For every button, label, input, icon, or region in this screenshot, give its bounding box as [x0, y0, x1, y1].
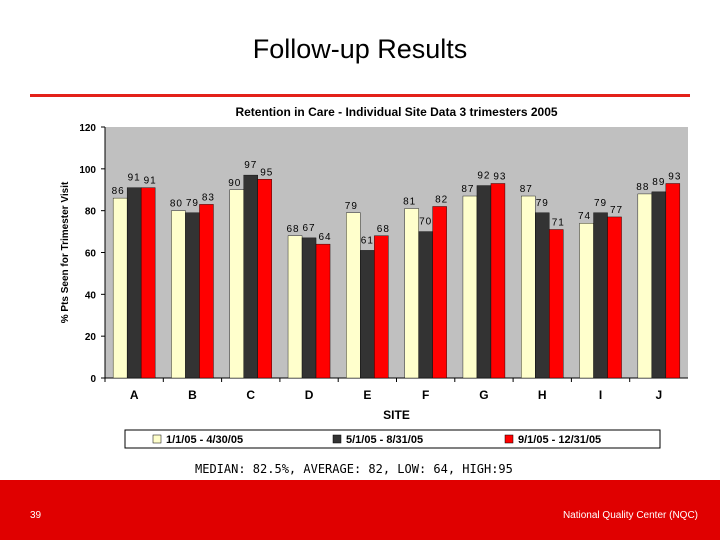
bar-F-series-3: [432, 206, 447, 379]
bar-G-series-2: [476, 185, 492, 379]
data-label: 68: [377, 224, 390, 235]
x-tick-label: G: [479, 388, 488, 402]
bar-I-series-2: [593, 212, 608, 379]
x-tick-label: E: [363, 388, 371, 402]
bar-C-series-1: [229, 189, 244, 379]
x-axis-label: SITE: [383, 408, 410, 422]
footer-organization: National Quality Center (NQC): [562, 510, 698, 521]
x-tick-label: B: [188, 388, 197, 402]
data-label: 89: [652, 177, 665, 188]
data-label: 67: [302, 223, 315, 234]
bar-E-series-1: [346, 212, 361, 379]
x-tick-label: A: [130, 388, 139, 402]
summary-statistics: MEDIAN: 82.5%, AVERAGE: 82, LOW: 64, HIG…: [195, 462, 513, 476]
y-tick-label: 80: [85, 207, 97, 218]
data-label: 83: [202, 192, 215, 203]
data-label: 61: [361, 235, 374, 246]
bar-E-series-2: [360, 250, 375, 379]
x-tick-label: I: [599, 388, 602, 402]
bar-D-series-2: [301, 237, 317, 379]
data-label: 79: [536, 198, 549, 209]
bar-A-series-2: [126, 187, 142, 379]
bar-C-series-2: [243, 174, 258, 379]
data-label: 91: [144, 176, 157, 187]
data-label: 93: [668, 171, 681, 182]
legend-label-1: 1/1/05 - 4/30/05: [166, 434, 243, 446]
data-label: 87: [461, 184, 474, 195]
legend-swatch-1: [152, 434, 162, 444]
bar-J-series-1: [637, 193, 653, 379]
chart-title: Retention in Care - Individual Site Data…: [235, 105, 557, 119]
bar-F-series-1: [404, 208, 419, 379]
bar-E-series-3: [374, 235, 389, 379]
x-tick-label: C: [246, 388, 255, 402]
bar-chart: Retention in Care - Individual Site Data…: [60, 105, 688, 449]
data-label: 97: [244, 160, 257, 171]
data-label: 71: [552, 217, 565, 228]
data-label: 80: [170, 199, 183, 210]
chart-area: Retention in Care - Individual Site Data…: [55, 100, 690, 452]
legend-box: [124, 429, 661, 449]
bar-B-series-1: [171, 210, 186, 379]
x-tick-label: J: [656, 388, 663, 402]
x-tick-label: F: [422, 388, 429, 402]
data-label: 79: [594, 198, 607, 209]
x-tick-label: H: [538, 388, 547, 402]
y-tick-label: 40: [85, 290, 97, 301]
data-label: 92: [477, 171, 490, 182]
data-label: 79: [186, 198, 199, 209]
bar-J-series-3: [665, 183, 681, 379]
bar-I-series-3: [607, 216, 622, 379]
bar-B-series-2: [185, 212, 200, 379]
bar-B-series-3: [199, 204, 214, 379]
footer-bar: 39 National Quality Center (NQC): [0, 480, 720, 540]
y-axis-label: % Pts Seen for Trimester Visit: [60, 181, 71, 323]
data-label: 91: [128, 173, 141, 184]
data-label: 77: [610, 205, 623, 216]
data-label: 79: [345, 201, 358, 212]
data-label: 64: [318, 232, 331, 243]
bar-D-series-1: [287, 235, 303, 379]
data-label: 68: [286, 224, 299, 235]
legend-label-2: 5/1/05 - 8/31/05: [346, 434, 423, 446]
bar-H-series-1: [521, 195, 536, 379]
y-tick-label: 20: [85, 332, 97, 343]
y-tick-label: 60: [85, 249, 97, 260]
bar-A-series-1: [112, 197, 128, 379]
data-label: 82: [435, 194, 448, 205]
y-tick-label: 120: [79, 123, 96, 134]
slide-title: Follow-up Results: [252, 34, 468, 64]
x-tick-label: D: [305, 388, 314, 402]
legend-swatch-3: [504, 434, 514, 444]
bar-H-series-3: [549, 229, 564, 379]
data-label: 74: [578, 211, 591, 222]
bar-J-series-2: [651, 191, 667, 379]
data-label: 90: [228, 178, 241, 189]
bar-I-series-1: [579, 223, 594, 379]
bar-C-series-3: [257, 179, 272, 379]
bar-G-series-1: [462, 195, 478, 379]
bar-H-series-2: [535, 212, 550, 379]
y-tick-label: 0: [90, 374, 96, 385]
data-label: 81: [403, 197, 416, 208]
bar-A-series-3: [140, 187, 156, 379]
page-number: 39: [30, 510, 42, 521]
title-divider: [30, 94, 690, 97]
legend-swatch-2: [332, 434, 342, 444]
data-label: 95: [260, 167, 273, 178]
bar-G-series-3: [490, 183, 506, 379]
bar-D-series-3: [315, 243, 331, 379]
data-label: 88: [636, 182, 649, 193]
data-label: 93: [493, 171, 506, 182]
legend-label-3: 9/1/05 - 12/31/05: [518, 434, 601, 446]
data-label: 87: [520, 184, 533, 195]
y-tick-label: 100: [79, 165, 96, 176]
data-label: 86: [112, 186, 125, 197]
data-label: 70: [419, 217, 432, 228]
bar-F-series-2: [418, 231, 433, 379]
